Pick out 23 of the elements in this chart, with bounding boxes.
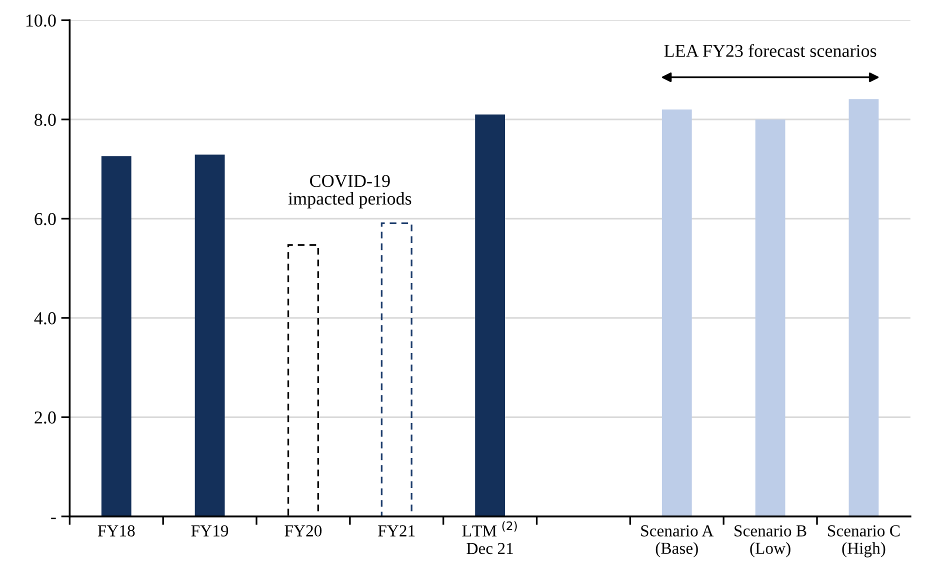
x-tick-label: Scenario A (Base) <box>641 525 714 558</box>
y-tick-label: 2.0 <box>34 411 56 424</box>
bar <box>101 156 132 516</box>
bar <box>380 222 412 516</box>
annotation: COVID-19 impacted periods <box>288 174 412 208</box>
x-tick-label: LTM $^{(2)}$ Dec 21 <box>462 521 517 554</box>
x-tick-label: FY21 <box>378 525 415 536</box>
bar <box>662 110 692 516</box>
x-tick-label: FY19 <box>191 525 228 536</box>
y-tick-label: 6.0 <box>34 212 56 226</box>
y-tick-label: - <box>51 518 56 520</box>
bar <box>755 119 786 516</box>
bar <box>475 114 505 516</box>
y-tick-label: 4.0 <box>34 312 56 324</box>
x-tick-label: Scenario C (High) <box>828 525 900 558</box>
bar <box>848 99 879 516</box>
y-tick-label: 8.0 <box>34 114 56 126</box>
x-tick-label: FY18 <box>98 525 135 536</box>
annotation: LEA FY23 forecast scenarios <box>664 44 876 57</box>
bar <box>194 154 225 516</box>
x-tick-label: FY20 <box>284 525 322 536</box>
x-tick-label: Scenario B (Low) <box>734 525 806 558</box>
y-tick-label: 10.0 <box>26 14 56 27</box>
